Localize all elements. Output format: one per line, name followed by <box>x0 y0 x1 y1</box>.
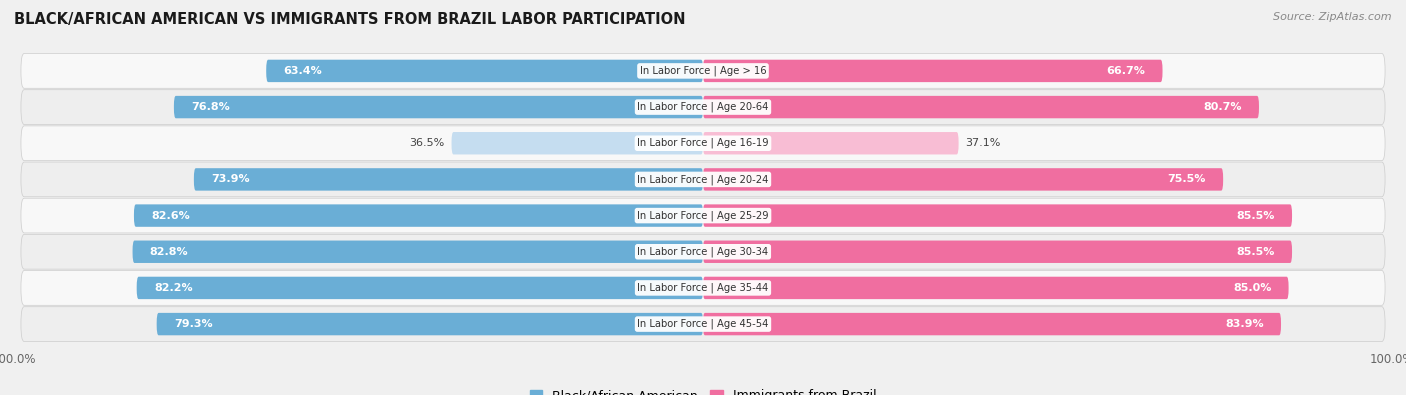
FancyBboxPatch shape <box>21 234 1385 269</box>
Text: 82.2%: 82.2% <box>153 283 193 293</box>
FancyBboxPatch shape <box>21 126 1385 161</box>
Text: 85.0%: 85.0% <box>1233 283 1271 293</box>
FancyBboxPatch shape <box>451 132 703 154</box>
Text: 63.4%: 63.4% <box>284 66 322 76</box>
Text: 79.3%: 79.3% <box>174 319 212 329</box>
Text: In Labor Force | Age 30-34: In Labor Force | Age 30-34 <box>637 246 769 257</box>
FancyBboxPatch shape <box>21 54 1385 88</box>
Text: 82.6%: 82.6% <box>152 211 190 220</box>
FancyBboxPatch shape <box>194 168 703 191</box>
FancyBboxPatch shape <box>136 277 703 299</box>
FancyBboxPatch shape <box>266 60 703 82</box>
FancyBboxPatch shape <box>703 241 1292 263</box>
FancyBboxPatch shape <box>21 307 1385 341</box>
Legend: Black/African American, Immigrants from Brazil: Black/African American, Immigrants from … <box>524 384 882 395</box>
Text: In Labor Force | Age 20-64: In Labor Force | Age 20-64 <box>637 102 769 112</box>
Text: In Labor Force | Age 20-24: In Labor Force | Age 20-24 <box>637 174 769 185</box>
Text: 37.1%: 37.1% <box>966 138 1001 148</box>
Text: 66.7%: 66.7% <box>1107 66 1146 76</box>
FancyBboxPatch shape <box>21 162 1385 197</box>
Text: Source: ZipAtlas.com: Source: ZipAtlas.com <box>1274 12 1392 22</box>
Text: In Labor Force | Age 35-44: In Labor Force | Age 35-44 <box>637 283 769 293</box>
Text: In Labor Force | Age 16-19: In Labor Force | Age 16-19 <box>637 138 769 149</box>
Text: BLACK/AFRICAN AMERICAN VS IMMIGRANTS FROM BRAZIL LABOR PARTICIPATION: BLACK/AFRICAN AMERICAN VS IMMIGRANTS FRO… <box>14 12 686 27</box>
Text: 36.5%: 36.5% <box>409 138 444 148</box>
Text: In Labor Force | Age 45-54: In Labor Force | Age 45-54 <box>637 319 769 329</box>
FancyBboxPatch shape <box>703 277 1289 299</box>
Text: 85.5%: 85.5% <box>1236 211 1275 220</box>
FancyBboxPatch shape <box>174 96 703 118</box>
FancyBboxPatch shape <box>132 241 703 263</box>
FancyBboxPatch shape <box>703 168 1223 191</box>
FancyBboxPatch shape <box>703 313 1281 335</box>
Text: In Labor Force | Age > 16: In Labor Force | Age > 16 <box>640 66 766 76</box>
FancyBboxPatch shape <box>703 204 1292 227</box>
Text: 73.9%: 73.9% <box>211 175 250 184</box>
Text: In Labor Force | Age 25-29: In Labor Force | Age 25-29 <box>637 210 769 221</box>
Text: 85.5%: 85.5% <box>1236 247 1275 257</box>
FancyBboxPatch shape <box>21 271 1385 305</box>
FancyBboxPatch shape <box>156 313 703 335</box>
FancyBboxPatch shape <box>21 90 1385 124</box>
FancyBboxPatch shape <box>703 132 959 154</box>
FancyBboxPatch shape <box>703 96 1258 118</box>
FancyBboxPatch shape <box>134 204 703 227</box>
FancyBboxPatch shape <box>703 60 1163 82</box>
Text: 75.5%: 75.5% <box>1167 175 1206 184</box>
FancyBboxPatch shape <box>21 198 1385 233</box>
Text: 80.7%: 80.7% <box>1204 102 1241 112</box>
Text: 83.9%: 83.9% <box>1225 319 1264 329</box>
Text: 82.8%: 82.8% <box>150 247 188 257</box>
Text: 76.8%: 76.8% <box>191 102 229 112</box>
